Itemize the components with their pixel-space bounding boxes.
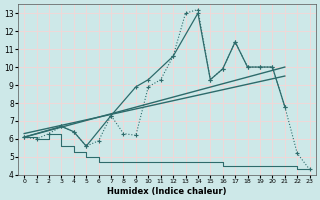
X-axis label: Humidex (Indice chaleur): Humidex (Indice chaleur) [107, 187, 227, 196]
